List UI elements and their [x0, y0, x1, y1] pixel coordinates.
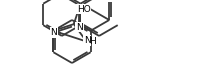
Text: N: N: [83, 36, 90, 45]
Text: HO: HO: [76, 5, 90, 14]
Text: N: N: [76, 23, 82, 32]
Text: H: H: [89, 38, 96, 46]
Text: N: N: [50, 28, 57, 37]
Text: O: O: [106, 0, 113, 1]
